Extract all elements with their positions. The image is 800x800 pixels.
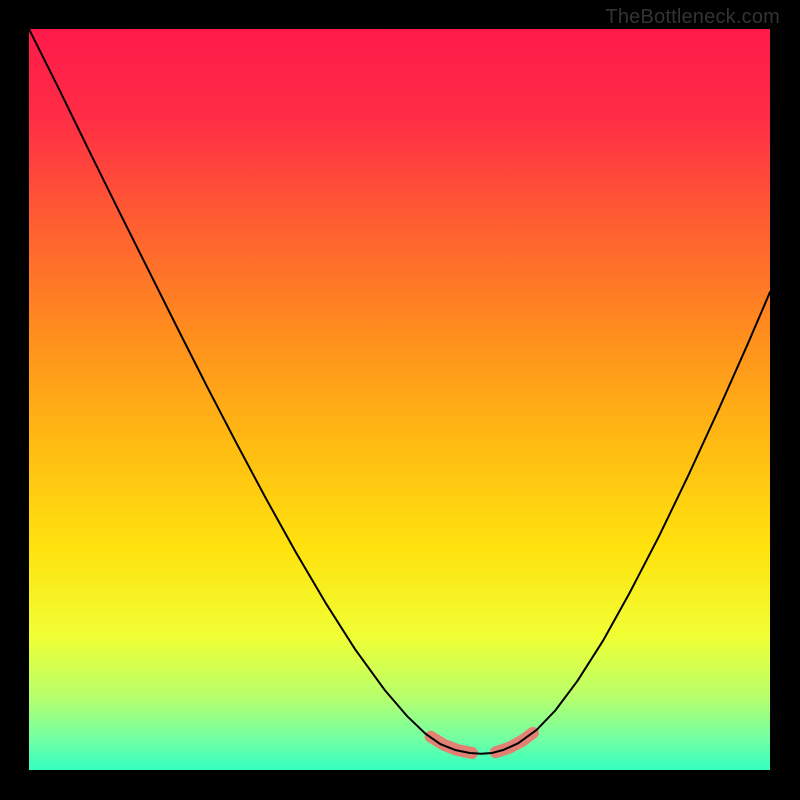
highlight-segment-0 (431, 737, 473, 753)
chart-stage (0, 0, 800, 800)
main-curve (29, 29, 770, 754)
chart-container: TheBottleneck.com (0, 0, 800, 800)
watermark-text: TheBottleneck.com (605, 6, 780, 29)
plot-area (29, 29, 770, 770)
curve-layer (29, 29, 770, 770)
